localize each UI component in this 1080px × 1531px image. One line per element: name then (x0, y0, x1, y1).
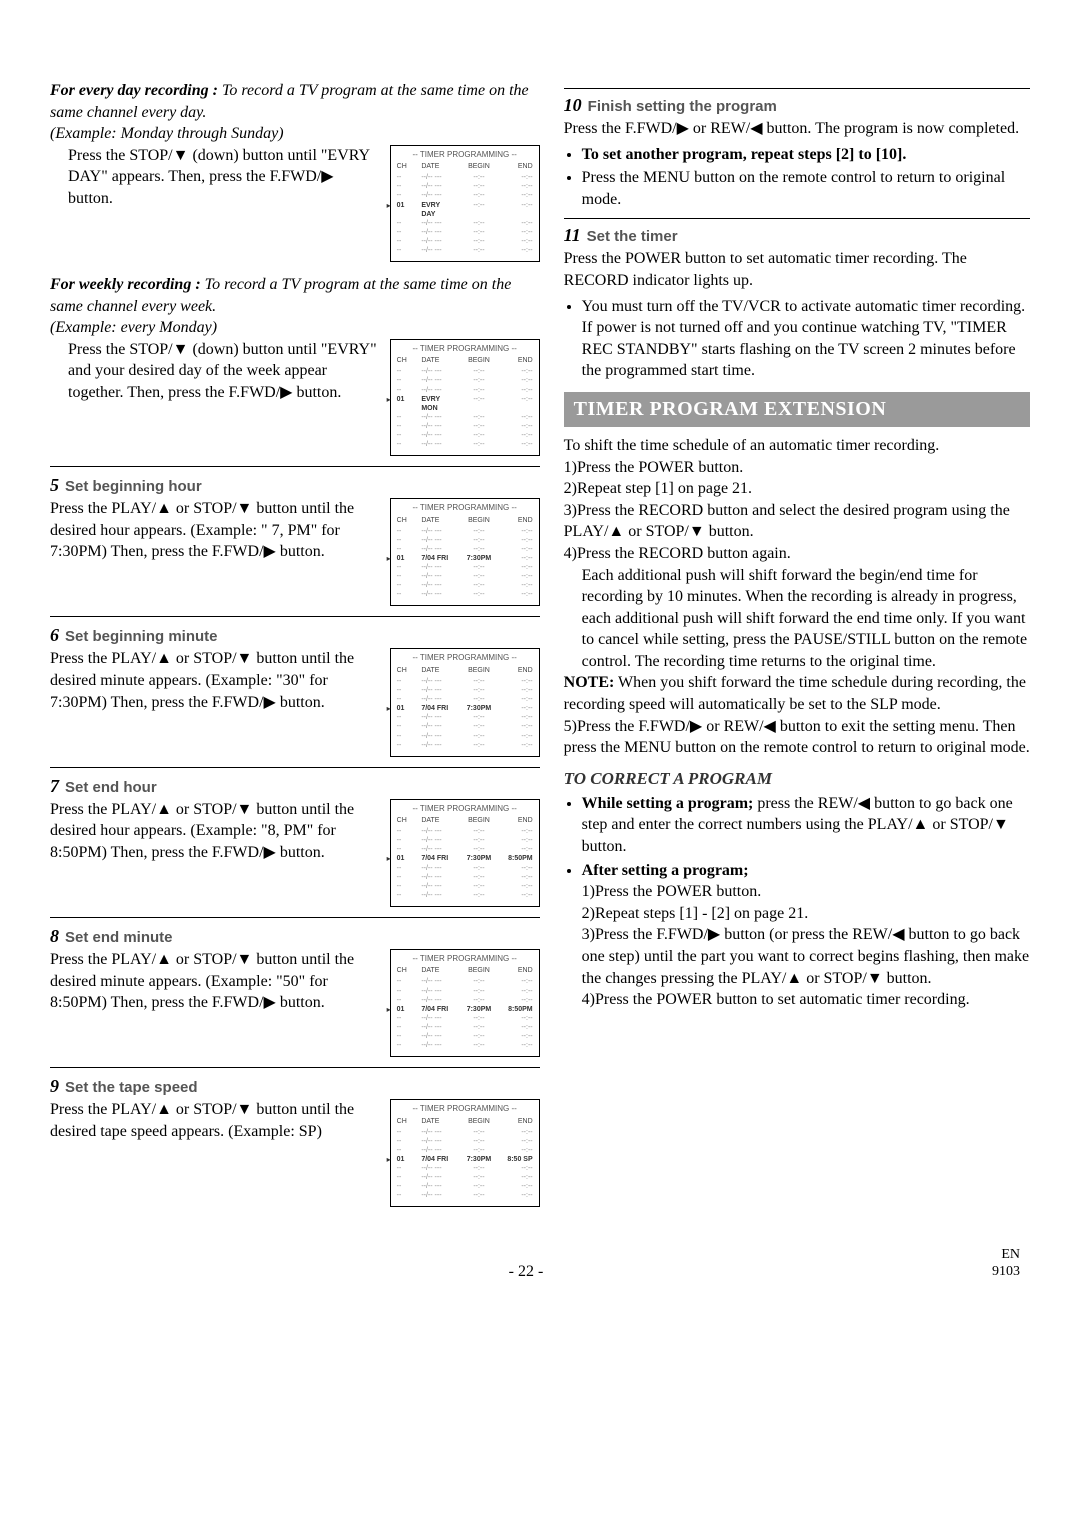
correct-bullet-2: After setting a program; 1)Press the POW… (582, 860, 1030, 1011)
step-7-head: 7Set end hour (50, 776, 540, 797)
timer-box-7: -- TIMER PROGRAMMING -- CHDATEBEGINEND -… (390, 799, 540, 907)
ext-note: NOTE: When you shift forward the time sc… (564, 672, 1030, 715)
intro-weekly-example: (Example: every Monday) (50, 317, 540, 339)
correct-l3: 3)Press the F.FWD/▶ button (or press the… (582, 924, 1030, 989)
tp-title: -- TIMER PROGRAMMING -- (397, 150, 533, 160)
ext-3: 3)Press the RECORD button and select the… (564, 500, 1030, 543)
step-11-bullet-1: You must turn off the TV/VCR to activate… (582, 298, 1025, 315)
ext-1: 1)Press the POWER button. (564, 457, 1030, 479)
step-5-head: 5Set beginning hour (50, 475, 540, 496)
intro-weekly-body: Press the STOP/▼ (down) button until "EV… (50, 339, 380, 404)
timer-box-daily: -- TIMER PROGRAMMING -- CHDATEBEGINEND -… (390, 145, 540, 262)
step-11-bullet-1b: If power is not turned off and you conti… (582, 317, 1030, 382)
ext-4b: Each additional push will shift forward … (564, 565, 1030, 673)
intro-daily-body: Press the STOP/▼ (down) button until "EV… (50, 145, 380, 210)
step-10-bullets: To set another program, repeat steps [2]… (564, 144, 1030, 211)
right-column: 10Finish setting the program Press the F… (564, 80, 1030, 1207)
page-number: - 22 - (509, 1263, 544, 1281)
step-8-body: Press the PLAY/▲ or STOP/▼ button until … (50, 949, 380, 1014)
footer-code: EN 9103 (992, 1247, 1020, 1281)
step-9-body: Press the PLAY/▲ or STOP/▼ button until … (50, 1099, 380, 1142)
step-11-bullets: You must turn off the TV/VCR to activate… (564, 296, 1030, 382)
timer-box-5: -- TIMER PROGRAMMING -- CHDATEBEGINEND -… (390, 498, 540, 606)
intro-weekly: For weekly recording : To record a TV pr… (50, 274, 540, 339)
correct-l4: 4)Press the POWER button to set automati… (582, 989, 1030, 1011)
ext-5: 5)Press the F.FWD/▶ or REW/◀ button to e… (564, 716, 1030, 759)
correct-l2: 2)Repeat steps [1] - [2] on page 21. (582, 903, 1030, 925)
step-8-head: 8Set end minute (50, 926, 540, 947)
correct-bullet-1: While setting a program; press the REW/◀… (582, 793, 1030, 858)
step-6-head: 6Set beginning minute (50, 625, 540, 646)
step-10-bullet-1: To set another program, repeat steps [2]… (582, 146, 907, 163)
step-11-head: 11Set the timer (564, 225, 1030, 246)
correct-bullets: While setting a program; press the REW/◀… (564, 793, 1030, 1011)
ext-intro: To shift the time schedule of an automat… (564, 435, 1030, 457)
correct-l1: 1)Press the POWER button. (582, 881, 1030, 903)
timer-box-8: -- TIMER PROGRAMMING -- CHDATEBEGINEND -… (390, 949, 540, 1057)
tp-cols: CHDATEBEGINEND (397, 162, 533, 171)
intro-daily-row: Press the STOP/▼ (down) button until "EV… (50, 145, 540, 262)
intro-weekly-row: Press the STOP/▼ (down) button until "EV… (50, 339, 540, 456)
timer-box-9: -- TIMER PROGRAMMING -- CHDATEBEGINEND -… (390, 1099, 540, 1207)
timer-extension-banner: TIMER PROGRAM EXTENSION (564, 392, 1030, 427)
step-10-body: Press the F.FWD/▶ or REW/◀ button. The p… (564, 118, 1030, 140)
step-10-bullet-2: Press the MENU button on the remote cont… (582, 167, 1030, 210)
intro-daily: For every day recording : To record a TV… (50, 80, 540, 145)
step-10-head: 10Finish setting the program (564, 95, 1030, 116)
correct-title: TO CORRECT A PROGRAM (564, 769, 1030, 789)
step-5-body: Press the PLAY/▲ or STOP/▼ button until … (50, 498, 380, 563)
timer-box-weekly: -- TIMER PROGRAMMING -- CHDATEBEGINEND -… (390, 339, 540, 456)
intro-weekly-label: For weekly recording : (50, 276, 205, 293)
timer-box-6: -- TIMER PROGRAMMING -- CHDATEBEGINEND -… (390, 648, 540, 756)
step-7-body: Press the PLAY/▲ or STOP/▼ button until … (50, 799, 380, 864)
intro-daily-example: (Example: Monday through Sunday) (50, 123, 540, 145)
intro-daily-label: For every day recording : (50, 82, 222, 99)
step-9-head: 9Set the tape speed (50, 1076, 540, 1097)
step-6-body: Press the PLAY/▲ or STOP/▼ button until … (50, 648, 380, 713)
left-column: For every day recording : To record a TV… (50, 80, 540, 1207)
ext-2: 2)Repeat step [1] on page 21. (564, 478, 1030, 500)
step-11-body: Press the POWER button to set automatic … (564, 248, 1030, 291)
page-footer: - 22 - EN 9103 (0, 1247, 1080, 1321)
page: For every day recording : To record a TV… (0, 0, 1080, 1247)
ext-4: 4)Press the RECORD button again. (564, 543, 1030, 565)
